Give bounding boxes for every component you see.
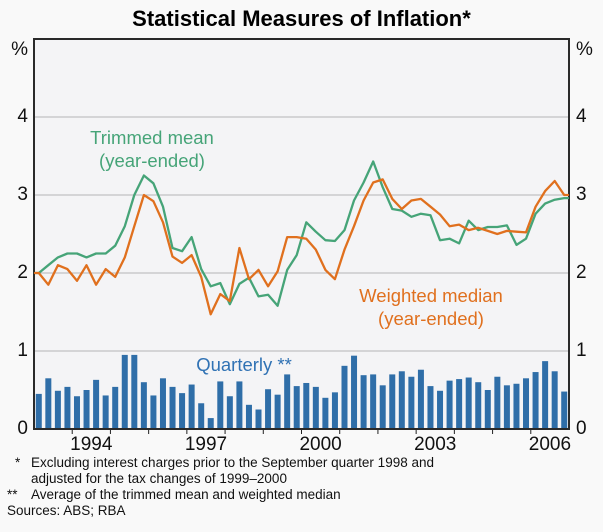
y-axis-label-right: 1	[576, 340, 587, 361]
footnotes: * Excluding interest charges prior to th…	[7, 455, 582, 519]
sources-line: Sources: ABS; RBA	[7, 503, 126, 518]
quarterly-bar	[503, 385, 510, 428]
quarterly-bar	[255, 409, 262, 428]
y-axis-label-left: 2	[17, 262, 28, 283]
percent-label-right: %	[576, 39, 593, 60]
quarterly-bar	[236, 381, 243, 428]
footnote-1-text: Excluding interest charges prior to the …	[31, 455, 434, 486]
footnote-2: ** Average of the trimmed mean and weigh…	[7, 487, 582, 503]
quarterly-bar	[265, 389, 272, 428]
footnote-1: * Excluding interest charges prior to th…	[7, 455, 582, 487]
quarterly-bar	[169, 386, 176, 428]
quarterly-bar	[379, 385, 386, 428]
quarterly-bar	[465, 377, 472, 428]
quarterly-bar	[102, 395, 109, 428]
y-axis-label-left: 1	[17, 340, 28, 361]
y-axis-label-left: 3	[17, 184, 28, 205]
quarterly-bar	[64, 386, 71, 428]
quarterly-bar	[427, 386, 434, 428]
quarterly-bar	[437, 390, 444, 428]
quarterly-bar	[408, 376, 415, 428]
footnote-2-marker: **	[7, 487, 18, 502]
quarterly-bar	[370, 374, 377, 428]
quarterly-bar	[35, 393, 42, 428]
quarterly-bar	[217, 381, 224, 428]
quarterly-bar	[150, 395, 157, 428]
x-axis-year-label: 1997	[184, 434, 228, 455]
quarterly-bar	[207, 418, 214, 428]
quarterly-bar	[198, 403, 205, 428]
y-axis-label-left: 4	[17, 106, 28, 127]
quarterly-bar	[284, 374, 291, 428]
quarterly-bar	[226, 396, 233, 428]
y-axis-label-right: 3	[576, 184, 587, 205]
trimmed-mean-label-line1: Trimmed mean	[90, 127, 214, 148]
quarterly-bar	[293, 386, 300, 428]
quarterly-bar	[561, 391, 568, 428]
quarterly-bar	[351, 355, 358, 428]
x-axis-year-label: 2006	[528, 434, 572, 455]
quarterly-bar	[389, 374, 396, 428]
weighted-median-line	[33, 178, 570, 316]
x-axis-year-label: 2000	[299, 434, 342, 455]
weighted-median-label-line1: Weighted median	[359, 285, 503, 306]
quarterly-bar	[542, 361, 549, 428]
quarterly-bar	[417, 369, 424, 428]
quarterly-bar	[551, 371, 558, 428]
quarterly-bar	[513, 383, 520, 428]
trimmed-mean-label-line2: (year-ended)	[99, 150, 205, 171]
quarterly-bar	[131, 354, 138, 428]
quarterly-bar	[121, 354, 128, 428]
quarterly-bar	[93, 379, 100, 428]
quarterly-bar	[54, 390, 61, 428]
y-axis-label-left: 0	[17, 418, 28, 439]
quarterly-bar	[360, 375, 367, 428]
percent-label-left: %	[11, 39, 28, 60]
weighted-median-label: Weighted median (year-ended)	[359, 284, 503, 330]
weighted-median-label-line2: (year-ended)	[378, 308, 484, 329]
chart-plot-svg	[33, 38, 570, 434]
page-title: Statistical Measures of Inflation*	[132, 6, 471, 31]
quarterly-bar	[159, 378, 166, 428]
y-axis-label-right: 2	[576, 262, 587, 283]
quarterly-bar	[484, 390, 491, 428]
quarterly-bar	[112, 386, 119, 428]
quarterly-bar	[475, 382, 482, 428]
quarterly-bar	[341, 365, 348, 428]
trimmed-mean-label: Trimmed mean (year-ended)	[90, 126, 214, 172]
x-axis-year-label: 1994	[70, 434, 113, 455]
quarterly-bar	[494, 376, 501, 428]
quarterly-bar	[140, 382, 147, 428]
quarterly-bar	[245, 404, 252, 428]
plot-border	[33, 38, 570, 430]
quarterly-bar	[188, 384, 195, 428]
footnote-1-marker: *	[15, 455, 21, 470]
quarterly-bar	[532, 372, 539, 428]
quarterly-bar	[446, 380, 453, 428]
y-axis-label-right: 4	[576, 106, 587, 127]
quarterly-bar	[179, 393, 186, 428]
quarterly-bar	[303, 382, 310, 428]
footnote-2-text: Average of the trimmed mean and weighted…	[31, 487, 341, 502]
quarterly-label: Quarterly **	[196, 354, 292, 375]
quarterly-bar	[523, 378, 530, 428]
quarterly-bar	[322, 397, 329, 428]
quarterly-bar	[312, 386, 319, 428]
x-axis-year-label: 2003	[414, 434, 457, 455]
y-axis-label-right: 0	[576, 418, 587, 439]
quarterly-bar	[274, 394, 281, 428]
quarterly-bar	[83, 390, 90, 428]
quarterly-bar	[456, 379, 463, 428]
quarterly-bar	[73, 396, 80, 428]
quarterly-bar	[45, 378, 52, 428]
quarterly-bar	[331, 392, 338, 428]
quarterly-bar	[398, 371, 405, 428]
